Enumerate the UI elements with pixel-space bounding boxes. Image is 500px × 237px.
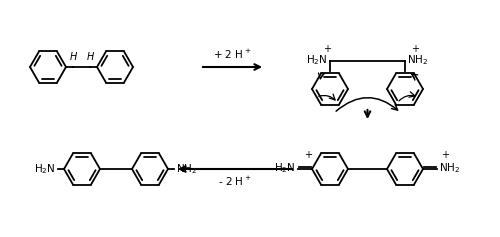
Text: + 2 H$^+$: + 2 H$^+$ — [212, 48, 252, 61]
Text: H: H — [70, 52, 76, 62]
Text: NH$_2$: NH$_2$ — [407, 53, 428, 67]
Text: - 2 H$^+$: - 2 H$^+$ — [218, 175, 252, 188]
Text: +: + — [304, 150, 312, 160]
Text: H$_2$N: H$_2$N — [306, 53, 328, 67]
Text: +: + — [411, 44, 419, 54]
Text: NH$_2$: NH$_2$ — [439, 161, 460, 175]
Text: +: + — [441, 150, 449, 160]
Text: H$_2$N: H$_2$N — [34, 162, 56, 176]
Text: NH$_2$: NH$_2$ — [176, 162, 197, 176]
Text: +: + — [323, 44, 331, 54]
Text: H: H — [86, 52, 94, 62]
Text: H$_2$N: H$_2$N — [274, 161, 296, 175]
